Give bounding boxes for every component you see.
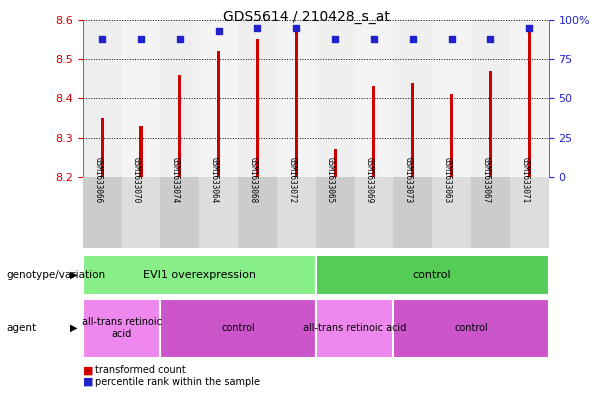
Bar: [139, 126, 143, 177]
Bar: [316, 177, 354, 248]
Point: [369, 35, 379, 42]
Text: GSM1633069: GSM1633069: [365, 157, 374, 204]
Bar: [354, 177, 394, 248]
Point: [214, 28, 224, 34]
Text: transformed count: transformed count: [95, 365, 186, 375]
Point: [175, 35, 185, 42]
Text: agent: agent: [6, 323, 36, 333]
Text: ■: ■: [83, 365, 93, 375]
Bar: [489, 71, 492, 177]
Bar: [450, 94, 453, 177]
Bar: [256, 39, 259, 177]
Text: GSM1633067: GSM1633067: [481, 157, 490, 204]
Text: ▶: ▶: [70, 323, 78, 333]
Text: GSM1633071: GSM1633071: [520, 157, 529, 204]
Text: all-trans retinoic acid: all-trans retinoic acid: [303, 323, 406, 333]
Bar: [83, 255, 316, 295]
Bar: [372, 86, 376, 177]
Point: [408, 35, 417, 42]
Text: GSM1633070: GSM1633070: [132, 157, 141, 204]
Bar: [83, 299, 161, 358]
Text: GSM1633068: GSM1633068: [248, 157, 257, 204]
Text: ▶: ▶: [70, 270, 78, 280]
Bar: [471, 177, 510, 248]
Text: control: control: [221, 323, 255, 333]
Text: genotype/variation: genotype/variation: [6, 270, 105, 280]
Bar: [316, 255, 549, 295]
Bar: [277, 177, 316, 248]
Point: [253, 24, 262, 31]
Bar: [217, 51, 220, 177]
Point: [97, 35, 107, 42]
Bar: [83, 177, 121, 248]
Point: [447, 35, 457, 42]
Text: control: control: [413, 270, 452, 280]
Point: [136, 35, 146, 42]
Bar: [295, 31, 298, 177]
Bar: [178, 75, 181, 177]
Text: percentile rank within the sample: percentile rank within the sample: [95, 377, 260, 387]
Text: GSM1633074: GSM1633074: [171, 157, 180, 204]
Bar: [199, 20, 238, 177]
Text: GSM1633072: GSM1633072: [287, 157, 296, 204]
Bar: [394, 20, 432, 177]
Point: [330, 35, 340, 42]
Bar: [471, 20, 510, 177]
Bar: [394, 299, 549, 358]
Bar: [238, 177, 277, 248]
Text: GSM1633066: GSM1633066: [93, 157, 102, 204]
Text: ■: ■: [83, 377, 93, 387]
Bar: [316, 20, 354, 177]
Text: control: control: [454, 323, 488, 333]
Text: GSM1633063: GSM1633063: [443, 157, 452, 204]
Bar: [354, 20, 394, 177]
Text: GSM1633073: GSM1633073: [404, 157, 413, 204]
Text: all-trans retinoic
acid: all-trans retinoic acid: [82, 318, 162, 339]
Bar: [432, 20, 471, 177]
Bar: [238, 20, 277, 177]
Bar: [199, 177, 238, 248]
Bar: [510, 20, 549, 177]
Point: [291, 24, 301, 31]
Text: GDS5614 / 210428_s_at: GDS5614 / 210428_s_at: [223, 10, 390, 24]
Bar: [101, 118, 104, 177]
Text: GSM1633065: GSM1633065: [326, 157, 335, 204]
Bar: [161, 20, 199, 177]
Bar: [528, 31, 531, 177]
Text: GSM1633064: GSM1633064: [210, 157, 219, 204]
Bar: [121, 177, 161, 248]
Bar: [161, 177, 199, 248]
Text: EVI1 overexpression: EVI1 overexpression: [143, 270, 256, 280]
Bar: [510, 177, 549, 248]
Bar: [161, 299, 316, 358]
Bar: [411, 83, 414, 177]
Bar: [277, 20, 316, 177]
Bar: [83, 20, 121, 177]
Point: [485, 35, 495, 42]
Point: [524, 24, 534, 31]
Bar: [316, 299, 394, 358]
Bar: [432, 177, 471, 248]
Bar: [394, 177, 432, 248]
Bar: [333, 149, 337, 177]
Bar: [121, 20, 161, 177]
